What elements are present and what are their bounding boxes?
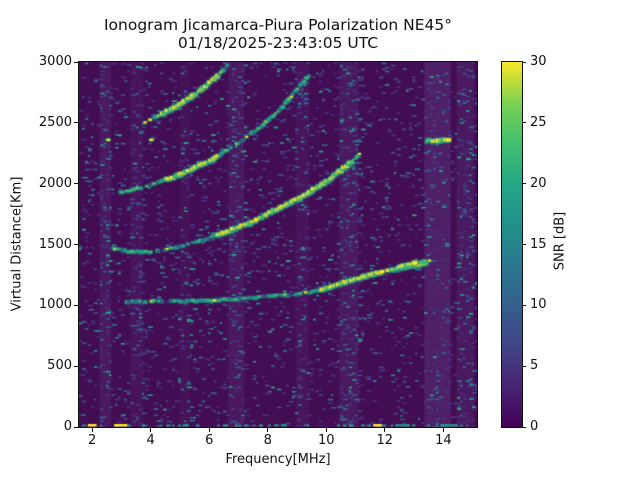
y-tick-mark bbox=[74, 244, 78, 245]
colorbar-tick-mark bbox=[522, 426, 526, 428]
y-tick-label: 2500 bbox=[38, 114, 72, 130]
y-tick-mark bbox=[74, 365, 78, 367]
colorbar-tick-mark bbox=[522, 244, 526, 245]
colorbar-tick-label: 15 bbox=[530, 236, 547, 252]
colorbar-tick-label: 5 bbox=[530, 358, 539, 374]
y-tick-label: 1500 bbox=[38, 236, 72, 252]
colorbar-tick-mark bbox=[522, 365, 526, 367]
x-tick-label: 6 bbox=[205, 433, 214, 448]
colorbar-tick-label: 20 bbox=[530, 175, 547, 191]
x-tick-mark bbox=[384, 428, 386, 432]
colorbar-tick-mark bbox=[522, 183, 526, 185]
colorbar-tick-mark bbox=[522, 304, 526, 306]
ionogram-heatmap bbox=[79, 62, 477, 427]
colorbar-tick-mark bbox=[522, 61, 526, 63]
y-tick-mark bbox=[74, 183, 78, 185]
y-tick-label: 0 bbox=[63, 419, 72, 434]
y-tick-label: 1000 bbox=[38, 297, 72, 313]
chart-title: Ionogram Jicamarca-Piura Polarization NE… bbox=[103, 16, 453, 34]
y-tick-mark bbox=[74, 122, 78, 124]
colorbar-tick-label: 0 bbox=[530, 419, 539, 434]
x-tick-mark bbox=[267, 428, 269, 432]
colorbar-tick-label: 30 bbox=[530, 54, 547, 69]
y-tick-mark bbox=[74, 304, 78, 306]
x-tick-label: 2 bbox=[88, 433, 97, 448]
plot-border bbox=[78, 61, 478, 428]
x-tick-label: 14 bbox=[435, 433, 452, 448]
chart-subtitle: 01/18/2025-23:43:05 UTC bbox=[177, 34, 379, 52]
y-tick-label: 500 bbox=[47, 358, 72, 374]
y-tick-mark bbox=[74, 61, 78, 63]
y-tick-label: 3000 bbox=[38, 54, 72, 69]
y-tick-mark bbox=[74, 426, 78, 428]
x-tick-mark bbox=[91, 428, 93, 432]
x-tick-label: 12 bbox=[376, 433, 394, 448]
colorbar-gradient bbox=[502, 62, 522, 427]
x-tick-label: 10 bbox=[318, 433, 335, 448]
x-axis-label: Frequency[MHz] bbox=[225, 452, 331, 467]
x-tick-mark bbox=[325, 428, 327, 432]
x-tick-mark bbox=[208, 428, 210, 432]
colorbar-tick-label: 25 bbox=[530, 114, 547, 130]
x-tick-mark bbox=[150, 428, 152, 432]
x-tick-mark bbox=[442, 428, 444, 432]
colorbar-tick-label: 10 bbox=[530, 297, 547, 313]
colorbar-tick-mark bbox=[522, 122, 526, 124]
y-tick-label: 2000 bbox=[38, 175, 72, 191]
x-tick-label: 8 bbox=[263, 433, 272, 448]
x-tick-label: 4 bbox=[146, 433, 155, 448]
